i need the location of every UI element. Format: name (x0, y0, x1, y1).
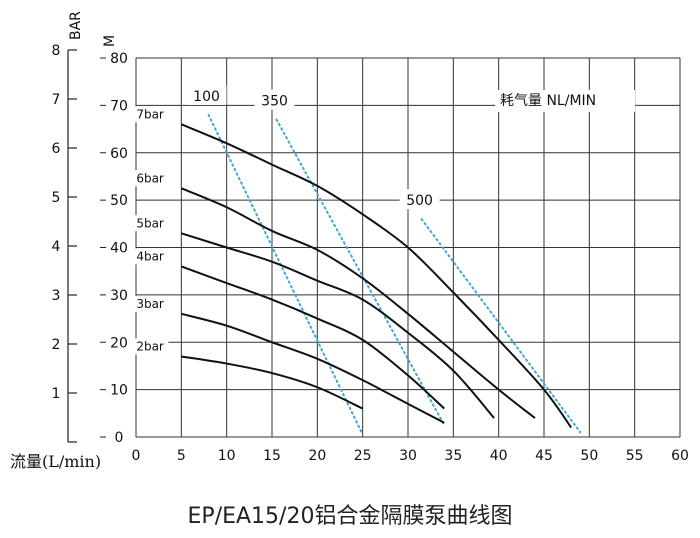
curve-label-5bar: 5bar (136, 216, 164, 230)
bar-tick-label: 7 (52, 92, 61, 108)
m-tick-label: 80 (110, 51, 128, 67)
m-tick-label: 40 (110, 241, 128, 257)
air-label-350: 350 (261, 94, 288, 110)
curve-label-2bar: 2bar (136, 339, 164, 353)
bar-tick-label: 3 (52, 288, 61, 304)
x-tick-label: 5 (177, 448, 186, 464)
x-tick-label: 55 (626, 448, 644, 464)
x-tick-label: 25 (354, 448, 372, 464)
curve-label-4bar: 4bar (136, 249, 164, 263)
air-label-bg (254, 89, 295, 110)
x-tick-label: 30 (399, 448, 417, 464)
air-consumption-lines (207, 113, 582, 436)
curve-label-bg (134, 295, 169, 312)
curve-label-7bar: 7bar (136, 107, 164, 121)
x-tick-label: 20 (308, 448, 326, 464)
m-tick-label: 60 (110, 146, 128, 162)
bar-tick-label: 2 (52, 337, 61, 353)
curve-label-bg (134, 248, 169, 265)
x-tick-label: 60 (671, 448, 689, 464)
air-label-500: 500 (406, 193, 433, 209)
x-tick-label: 10 (218, 448, 236, 464)
curve-label-bg (134, 215, 169, 232)
bar-tick-label: 5 (52, 190, 61, 206)
curve-2bar (181, 355, 364, 410)
curve-6bar (180, 187, 536, 419)
bar-tick-label: 6 (52, 141, 61, 157)
curve-3bar (181, 312, 445, 424)
labels: 100 350 500 耗气量 NL/MIN 7bar 6bar 5bar 4bar 3bar 2… (134, 84, 635, 355)
air-label-bg (399, 189, 440, 210)
air-line-350 (275, 118, 446, 427)
m-tick-label: 20 (110, 335, 128, 351)
curve-label-bg (134, 170, 169, 187)
curve-7bar (180, 123, 573, 429)
x-axis-label: 流量(L/min) (10, 452, 101, 471)
m-tick-label: 10 (110, 383, 128, 399)
air-line-100 (207, 113, 364, 436)
air-line-500 (420, 218, 582, 434)
curve-label-6bar: 6bar (136, 171, 164, 185)
performance-curves (180, 123, 573, 429)
curve-label-bg (134, 106, 169, 123)
bar-tick-label: 1 (52, 386, 61, 402)
curve-4bar (180, 265, 445, 410)
curve-label-3bar: 3bar (136, 297, 164, 311)
x-tick-label: 45 (535, 448, 553, 464)
m-tick-label: 0 (115, 430, 124, 446)
legend-bg (495, 90, 635, 112)
air-consumption-legend: 耗气量 NL/MIN (500, 93, 596, 109)
curve-5bar (181, 232, 495, 419)
y-axis-m-label: M (102, 35, 118, 47)
curve-label-bg (134, 338, 169, 355)
bar-tick-label: 8 (52, 43, 61, 59)
air-label-bg (186, 84, 227, 105)
m-tick-label: 30 (110, 288, 128, 304)
x-tick-label: 15 (263, 448, 281, 464)
x-tick-label: 0 (132, 448, 141, 464)
x-tick-label: 40 (490, 448, 508, 464)
x-tick-label: 35 (444, 448, 462, 464)
air-label-100: 100 (193, 89, 220, 105)
chart-title: EP/EA15/20铝合金隔膜泵曲线图 (188, 504, 513, 529)
y-axis-bar-label: BAR (68, 11, 84, 40)
bar-tick-label: 4 (52, 239, 61, 255)
m-tick-label: 70 (110, 98, 128, 114)
x-tick-label: 50 (580, 448, 598, 464)
m-tick-label: 50 (110, 193, 128, 209)
